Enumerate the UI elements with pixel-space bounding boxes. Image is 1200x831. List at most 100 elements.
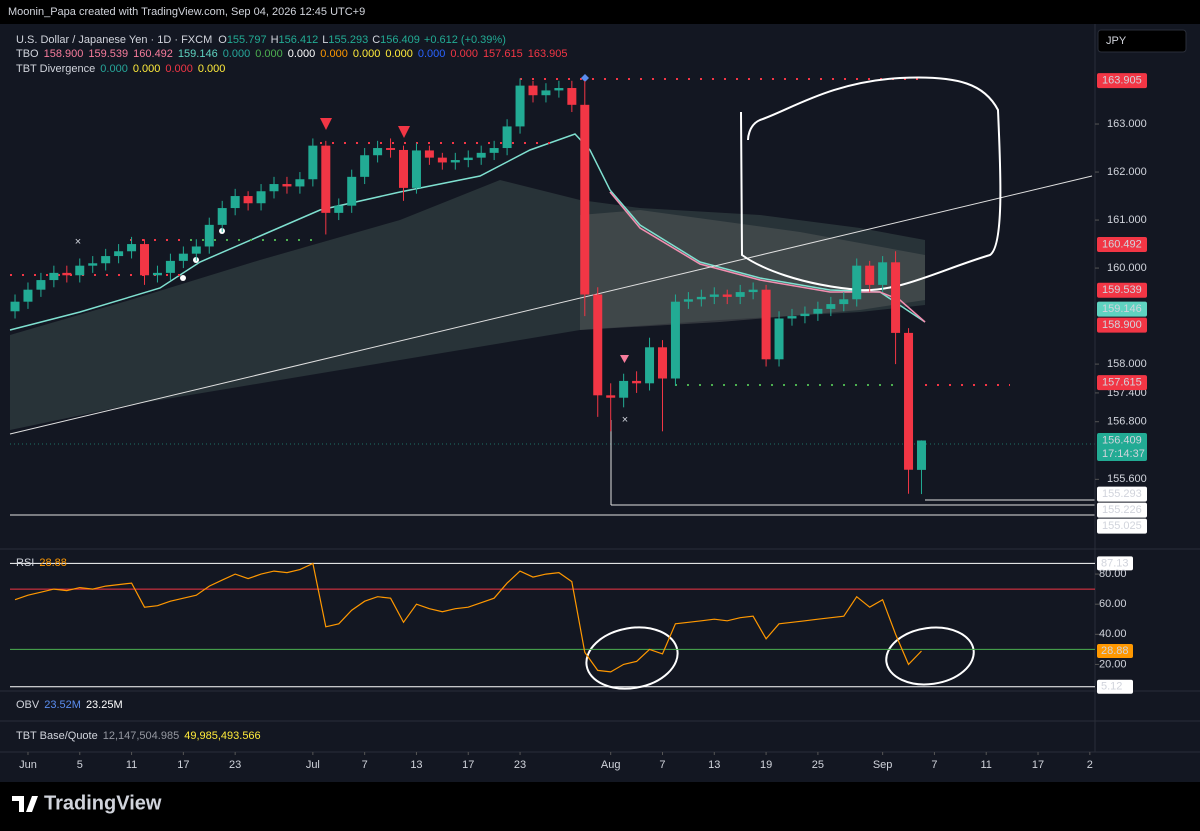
signal: × bbox=[75, 236, 81, 248]
price-label-box bbox=[1097, 236, 1147, 252]
indicator-name: TBO bbox=[16, 48, 39, 60]
signal bbox=[398, 126, 410, 138]
price-label: 160.492 bbox=[1102, 238, 1142, 250]
candle-body bbox=[722, 294, 732, 297]
candle-body bbox=[62, 272, 72, 276]
y-tick-label: 156.800 bbox=[1107, 416, 1147, 428]
y-tick-label: 160.000 bbox=[1107, 262, 1147, 274]
x-tick-label: 13 bbox=[708, 759, 720, 771]
indicator-value: 0.000 bbox=[385, 48, 413, 60]
x-tick-label: 5 bbox=[77, 759, 83, 771]
candle-body bbox=[282, 184, 292, 187]
candle-body bbox=[373, 148, 383, 156]
caption: Moonin_Papa created with TradingView.com… bbox=[8, 6, 365, 18]
moving-average bbox=[9, 133, 926, 331]
signal bbox=[180, 275, 186, 281]
indicator-value: 0.000 bbox=[288, 48, 316, 60]
candle-body bbox=[800, 313, 810, 317]
indicator-value: 23.52M bbox=[44, 699, 81, 711]
candle-body bbox=[399, 149, 409, 188]
cloud bbox=[580, 210, 925, 330]
indicator-value: 0.000 bbox=[133, 63, 161, 75]
candle-body bbox=[839, 299, 849, 305]
base-quote-legend: TBT Base/Quote 12,147,504.985 49,985,493.5… bbox=[16, 730, 261, 742]
ohlc-key: O bbox=[218, 34, 227, 46]
price-label: 159.539 bbox=[1102, 284, 1142, 296]
x-tick-label: 13 bbox=[410, 759, 422, 771]
price-label-box bbox=[1097, 432, 1147, 461]
candle-body bbox=[178, 253, 188, 261]
candle-body bbox=[580, 104, 590, 295]
candle-body bbox=[489, 148, 499, 153]
y-tick-label: 40.00 bbox=[1099, 628, 1127, 640]
x-tick-label: 17 bbox=[462, 759, 474, 771]
y-tick-label: 80.00 bbox=[1099, 568, 1127, 580]
chart-background bbox=[0, 24, 1200, 782]
y-tick-label: 20.00 bbox=[1099, 658, 1127, 670]
candle-body bbox=[916, 440, 926, 470]
price-label-box bbox=[1097, 282, 1147, 298]
x-tick-label: 11 bbox=[981, 759, 992, 771]
y-tick-label: 158.000 bbox=[1107, 358, 1147, 370]
indicator-value: 0.000 bbox=[100, 63, 128, 75]
currency-box[interactable] bbox=[1097, 29, 1187, 53]
ohlc-value: 155.797 bbox=[227, 34, 267, 46]
price-label: 155.226 bbox=[1102, 504, 1142, 516]
candle-body bbox=[761, 289, 771, 360]
candle-body bbox=[735, 292, 745, 297]
rsi-legend: RSI 28.88 bbox=[16, 557, 67, 569]
indicator-value: 157.615 bbox=[483, 48, 523, 60]
price-label-box bbox=[1097, 375, 1147, 391]
ohlc-value: 156.412 bbox=[279, 34, 319, 46]
candle-body bbox=[75, 265, 85, 276]
ohlc-value: 156.409 bbox=[380, 34, 420, 46]
candle-body bbox=[787, 316, 797, 319]
level-label: 87.13 bbox=[1101, 557, 1129, 569]
candle-body bbox=[904, 332, 914, 470]
indicator-value: 158.900 bbox=[44, 48, 84, 60]
legend-row: U.S. Dollar / Japanese Yen · 1D · FXCM O1… bbox=[16, 34, 506, 46]
indicator-value: 0.000 bbox=[223, 48, 251, 60]
candle-body bbox=[114, 251, 124, 257]
x-tick-label: 23 bbox=[229, 759, 241, 771]
candle-body bbox=[140, 244, 150, 276]
candle-body bbox=[347, 176, 357, 206]
candle-body bbox=[541, 90, 551, 96]
x-tick-label: Sep bbox=[873, 759, 893, 771]
price-label: 155.025 bbox=[1102, 520, 1142, 532]
signal bbox=[581, 74, 589, 82]
x-tick-label: 17 bbox=[1032, 759, 1044, 771]
price-label: 156.409 bbox=[1102, 434, 1142, 446]
signal bbox=[320, 118, 332, 130]
candle-body bbox=[670, 301, 680, 379]
candle-body bbox=[632, 380, 642, 384]
ohlc-key: H bbox=[271, 34, 279, 46]
x-tick-label: 7 bbox=[931, 759, 937, 771]
indicator-value: 160.492 bbox=[133, 48, 173, 60]
indicator-value: 49,985,493.566 bbox=[184, 730, 260, 742]
price-label: 157.615 bbox=[1102, 376, 1142, 388]
price-label-box bbox=[1097, 73, 1147, 89]
indicator-value: 0.000 bbox=[165, 63, 193, 75]
price-label-box bbox=[1097, 518, 1147, 534]
y-tick-label: 155.600 bbox=[1107, 473, 1147, 485]
candle-body bbox=[606, 395, 616, 398]
x-tick-label: 17 bbox=[177, 759, 189, 771]
candle-body bbox=[463, 157, 473, 161]
price-label: 159.146 bbox=[1102, 303, 1142, 315]
candle-body bbox=[567, 88, 577, 105]
candle-body bbox=[865, 265, 875, 285]
candle-body bbox=[696, 296, 706, 300]
candle-body bbox=[204, 224, 214, 247]
candle-body bbox=[826, 304, 836, 309]
x-tick-label: Aug bbox=[601, 759, 621, 771]
indicator-value: 0.000 bbox=[450, 48, 478, 60]
level-label: 5.12 bbox=[1101, 681, 1122, 693]
currency[interactable]: JPY bbox=[1106, 35, 1127, 47]
indicator-name: TBT Divergence bbox=[16, 63, 95, 75]
x-tick-label: 19 bbox=[760, 759, 772, 771]
candle-body bbox=[852, 265, 862, 300]
brand: TradingView bbox=[44, 792, 162, 814]
candle-body bbox=[243, 196, 253, 204]
